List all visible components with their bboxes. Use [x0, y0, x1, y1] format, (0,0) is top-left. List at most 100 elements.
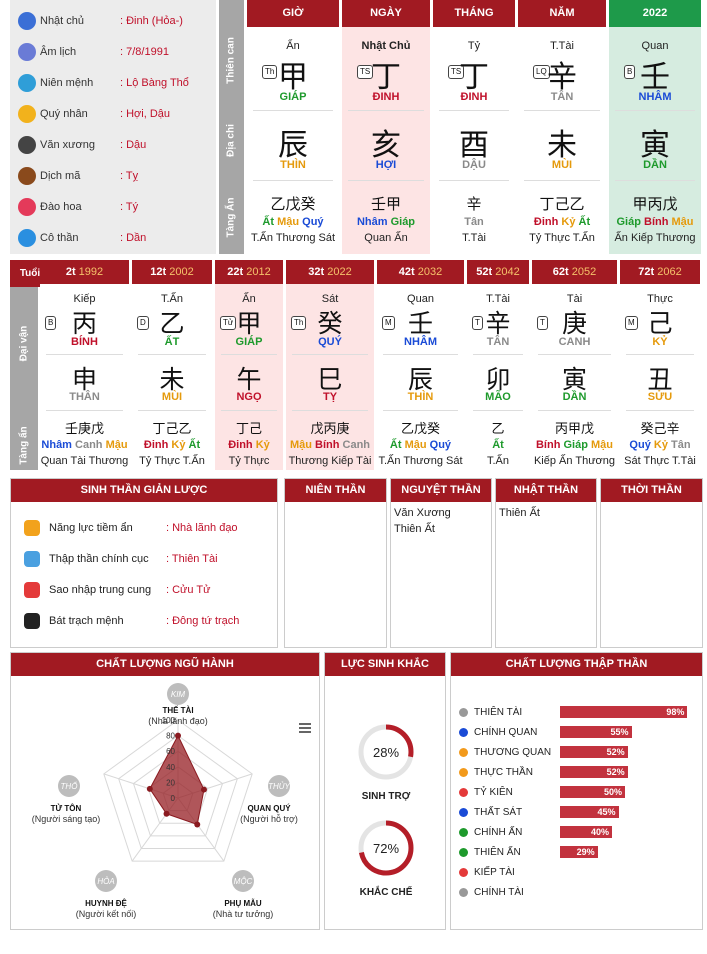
branch-name: DẬU: [462, 159, 486, 171]
label-dia-chi: Địa chi: [225, 124, 237, 157]
thap-than-bar: 55%: [560, 726, 632, 738]
hidden-stem-name: Mậu: [671, 216, 694, 228]
hidden-stem-names: Tân: [433, 216, 515, 228]
divider: [46, 354, 123, 355]
heavenly-stem: 丙: [71, 309, 97, 338]
element-node: [95, 870, 117, 892]
thap-than-bar: 45%: [560, 806, 619, 818]
branch-name: DẦN: [643, 159, 667, 171]
hidden-stems: 戊丙庚: [310, 422, 350, 437]
dai-van-header: 72t 2062: [620, 260, 700, 284]
info-row: Đào hoa: Tý: [10, 192, 216, 222]
hidden-stem-name: Ất: [262, 216, 275, 228]
hidden-stems: 癸己辛: [640, 422, 680, 437]
earthly-branch: 巳: [317, 365, 343, 394]
dai-van-age: 2t: [65, 266, 76, 278]
label-tang-an-2: Tàng ẩn: [18, 426, 30, 465]
than-item: Văn Xương: [394, 507, 451, 519]
dai-van-year: 2062: [657, 266, 682, 278]
hidden-stem-names: Nhâm Canh Mậu: [40, 439, 129, 451]
node-desc: (Nhà tư tưởng): [213, 909, 273, 919]
hidden-stem-names: Giáp Bính Mậu: [609, 216, 701, 228]
pillar-tag: Th: [262, 65, 278, 79]
dai-van-column: 42t 2032 Quan M 壬 NHÂM 辰 THÌN 乙戊癸 Ất Mậu Quý T.Ấn…: [377, 260, 464, 470]
than-column: NHẬT THẦN Thiên Ất: [495, 478, 597, 648]
hidden-stems: 甲丙戊: [632, 195, 678, 213]
hidden-stem-name: Ất: [578, 216, 591, 228]
divider: [292, 354, 368, 355]
info-row: Nhật chủ: Đinh (Hỏa-): [10, 6, 216, 36]
branch-name: MÃO: [485, 391, 511, 403]
hidden-stems: 丁己乙: [539, 195, 585, 213]
dot-icon: [459, 787, 468, 797]
hidden-stems: 乙: [491, 422, 505, 437]
divider: [524, 180, 600, 181]
dai-van-column: 52t 2042 T.Tài T 辛 TÂN 卯 MÃO 乙 Ất T.Ấn: [467, 260, 529, 470]
pillar-column: NGÀY Nhật Chủ TS 丁 ĐINH 亥 HỢI 壬甲 Nhâm Giáp Quan Ấ…: [342, 0, 430, 254]
than-item: Thiên Ất: [394, 523, 435, 535]
hidden-stem-name: Giáp: [616, 216, 641, 228]
thap-than-name: CHÍNH QUAN: [474, 726, 538, 738]
pillar-side-labels: Thiên can Địa chi Tàng Ẩn: [219, 0, 244, 254]
thap-than-bar: 98%: [560, 706, 688, 718]
divider: [524, 110, 600, 111]
stem-name: ẤT: [164, 336, 180, 348]
hidden-gods: Kiếp Ấn Thương: [533, 455, 616, 467]
info-row: Niên mệnh: Lộ Bàng Thổ: [10, 68, 216, 98]
info-row: Dịch mã : Tỵ: [10, 161, 216, 191]
sinh-than-label: Sao nhập trung cung: [49, 584, 152, 596]
dai-van-year: 2032: [417, 266, 443, 278]
branch-name: MÙI: [161, 391, 183, 403]
divider: [538, 354, 611, 355]
radar-point: [200, 786, 207, 793]
branch-name: SỬU: [647, 391, 673, 403]
divider: [473, 354, 523, 355]
dai-van-god: Thực: [647, 293, 673, 305]
thap-than-name: THIÊN TÀI: [474, 706, 523, 718]
info-label: Cô thần: [40, 232, 79, 244]
node-desc: (Nhà lãnh đạo): [148, 716, 208, 726]
dai-van-age: 62t: [552, 266, 569, 278]
info-label: Dịch mã: [40, 170, 81, 182]
hidden-gods: T.Ấn: [486, 455, 509, 467]
divider: [626, 410, 694, 411]
pillar-god: Tỷ: [467, 40, 481, 52]
element-node: [167, 683, 189, 705]
dot-icon: [459, 727, 468, 737]
dai-van-god: Ấn: [242, 293, 256, 305]
pillar-tag: TS: [357, 65, 374, 79]
menu-icon[interactable]: [299, 723, 311, 733]
dai-van-tag: D: [137, 316, 149, 330]
dai-van-year: 2002: [169, 266, 194, 278]
element-node: [268, 775, 290, 797]
heavenly-stem: 癸: [317, 309, 343, 338]
hidden-stem-name: Mậu: [277, 216, 300, 228]
earthly-branch: 酉: [459, 128, 489, 163]
heavenly-stem: 己: [647, 309, 673, 338]
earthly-branch: 寅: [561, 365, 587, 394]
info-value: : Tỵ: [120, 170, 139, 182]
dot-icon: [459, 827, 468, 837]
dot-icon: [459, 847, 468, 857]
label-dai-van: Đại vận: [18, 325, 30, 362]
pillar-header: NĂM: [518, 0, 606, 27]
dai-van-tag: M: [382, 316, 395, 330]
info-row: Âm lịch: 7/8/1991: [10, 37, 216, 67]
thap-than-row: CHÍNH ẤN: [459, 825, 699, 839]
dai-van-header: 62t 2052: [532, 260, 617, 284]
node-desc: (Người sáng tạo): [32, 814, 100, 824]
dai-van-age: 52t: [476, 266, 493, 278]
hidden-stems: 辛: [466, 195, 482, 213]
sinh-than-label: Bát trạch mệnh: [49, 615, 124, 627]
hidden-stems: 壬甲: [370, 195, 401, 213]
thap-than-bar: 52%: [560, 746, 628, 758]
earthly-branch: 寅: [640, 128, 670, 163]
branch-name: MÙI: [551, 159, 573, 171]
pillar-tag: TS: [448, 65, 465, 79]
star-box-icon: [24, 582, 40, 598]
pillar-column: THÁNG Tỷ TS 丁 ĐINH 酉 DẬU 辛 Tân T.Tài: [433, 0, 515, 254]
radar-tick: 60: [166, 747, 175, 756]
dai-van-header: 52t 2042: [467, 260, 529, 284]
thap-than-row: THIÊN TÀI: [459, 705, 699, 719]
dot-icon: [459, 707, 468, 717]
